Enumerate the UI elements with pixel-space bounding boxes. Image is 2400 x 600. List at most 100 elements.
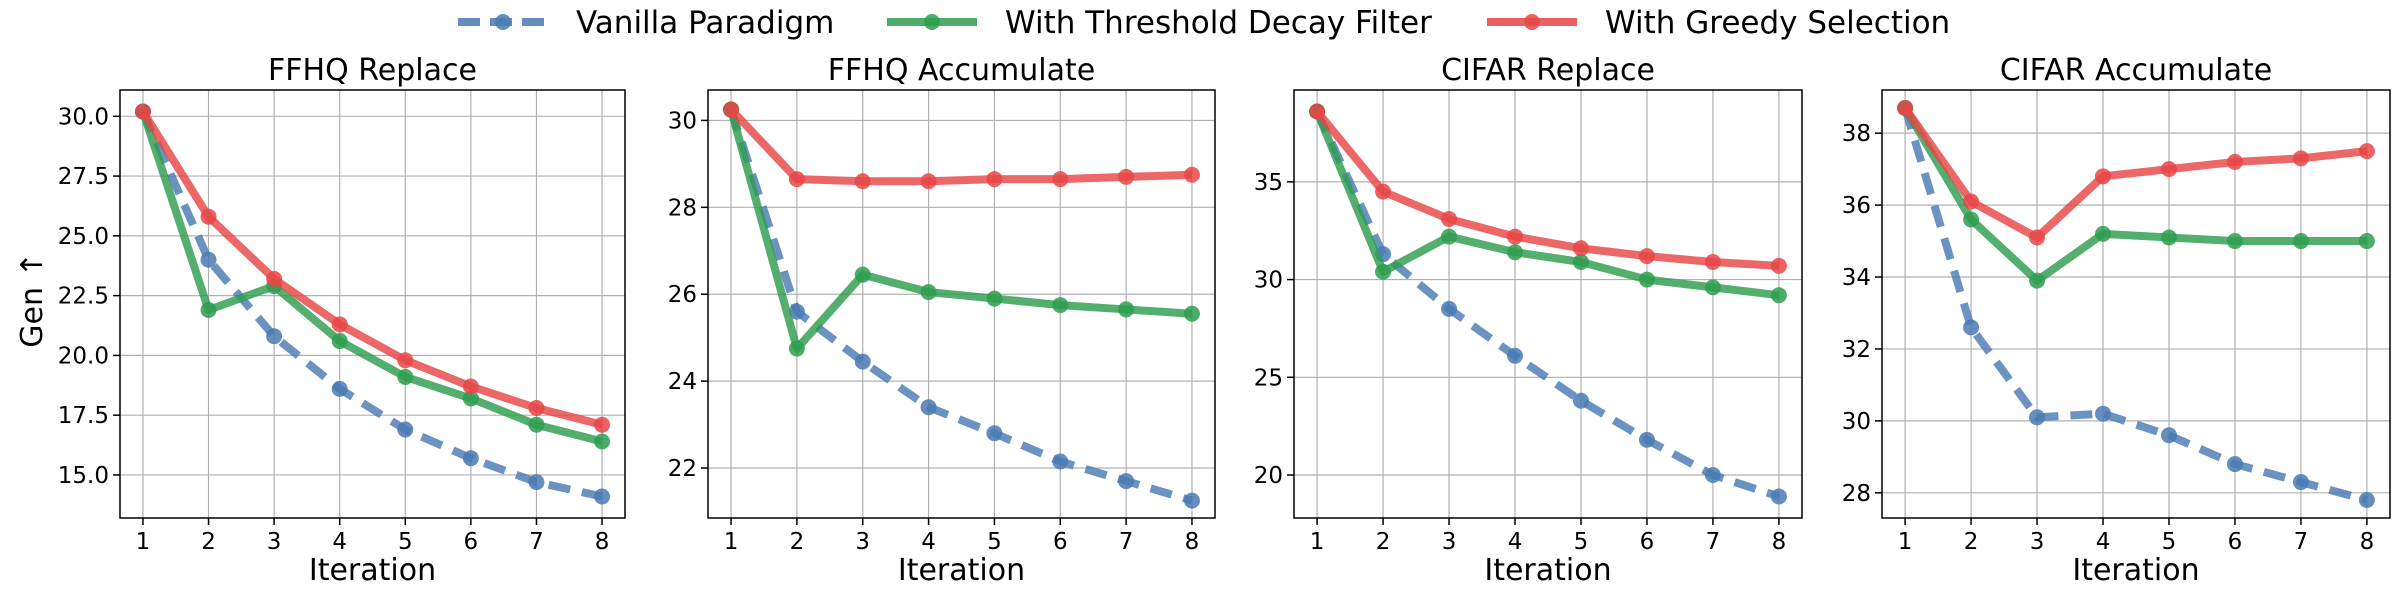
grid [1882,90,2390,518]
series-with-greedy-selection [1309,103,1787,274]
series-line [139,109,603,501]
data-point [1118,473,1135,490]
series-line [1314,108,1780,270]
data-point [397,352,414,369]
x-tick-label: 8 [595,529,610,555]
data-point [1572,253,1589,270]
data-point [788,340,805,357]
data-point [1963,193,1980,210]
x-tick-label: 6 [2228,529,2243,555]
series-vanilla-paradigm [1309,103,1787,505]
chart-panels: 1 2 3 4 5 6 7 815.017.520.022.525.027.530.0FFHQ… [58,53,2391,588]
data-point [2029,272,2046,289]
data-point [462,390,479,407]
data-point [1441,228,1458,245]
x-tick-label: 8 [1772,529,1787,555]
x-tick-label: 7 [1706,529,1721,555]
y-tick-label: 24 [668,369,697,395]
data-point [1183,166,1200,183]
data-point [331,380,348,397]
data-point [986,425,1003,442]
data-point [2226,456,2243,473]
panel-title: CIFAR Accumulate [2000,53,2272,88]
data-point [200,251,217,268]
data-point [462,450,479,467]
data-point [788,303,805,320]
data-point [594,416,611,433]
x-tick-label: 6 [1053,529,1068,555]
chart-panel-ffhq-replace: 1 2 3 4 5 6 7 8 15.0 17.5 20.0 22.5 25.0 27.5 30.0 FFHQ… [58,53,626,588]
y-tick-label: 25.0 [58,224,109,250]
data-point [854,173,871,190]
series-line [1901,105,2367,285]
series-with-greedy-selection [723,101,1200,190]
y-tick-label: 35 [1254,170,1283,196]
data-point [1638,271,1655,288]
x-tick-label: 1 [1310,529,1325,555]
data-point [331,316,348,333]
data-point [2358,233,2375,250]
x-tick-label: 4 [332,529,347,555]
data-point [2095,405,2112,422]
data-point [528,400,545,417]
data-point [920,173,937,190]
x-tick-label: 2 [201,529,216,555]
data-point [920,399,937,416]
data-point [1963,319,1980,336]
grid [1294,90,1802,518]
y-tick-label: 28 [1842,481,1871,507]
series-with-greedy-selection [1897,99,2375,246]
data-point [2226,233,2243,250]
x-tick-label: 3 [267,529,282,555]
data-point [1572,392,1589,409]
data-point [1770,488,1787,505]
data-point [1704,253,1721,270]
data-point [331,333,348,350]
data-point [1052,171,1069,188]
x-tick-label: 4 [2096,529,2111,555]
data-point [1052,297,1069,314]
data-point [1375,183,1392,200]
legend-marker [1524,14,1540,30]
data-point [2160,229,2177,246]
data-point [986,290,1003,307]
x-tick-label: 6 [1640,529,1655,555]
y-tick-label: 25 [1254,365,1283,391]
plot-frame [1293,89,1803,519]
data-point [2292,150,2309,167]
x-axis-label: Iteration [309,553,436,588]
data-point [1507,228,1524,245]
data-point [788,171,805,188]
x-tick-label: 1 [1898,529,1913,555]
data-point [1704,467,1721,484]
x-tick-label: 5 [398,529,413,555]
x-tick-label: 1 [724,529,739,555]
y-tick-label: 26 [668,282,697,308]
x-tick-label: 7 [1119,529,1134,555]
y-tick-label: 36 [1842,193,1871,219]
data-point [594,433,611,450]
x-axis-label: Iteration [898,553,1025,588]
y-tick-label: 38 [1842,121,1871,147]
y-tick-label: 20 [1254,463,1283,489]
data-point [1638,431,1655,448]
x-tick-label: 7 [529,529,544,555]
data-point [2095,168,2112,185]
data-point [1375,263,1392,280]
y-tick-label: 28 [668,195,697,221]
data-point [2358,143,2375,160]
series-line [1313,109,1780,300]
data-point [1770,257,1787,274]
data-point [2358,492,2375,509]
data-point [462,378,479,395]
series-with-threshold-decay-filter [723,101,1200,357]
data-point [1118,301,1135,318]
x-tick-label: 8 [2360,529,2375,555]
x-tick-label: 5 [2162,529,2177,555]
x-tick-label: 5 [1574,529,1589,555]
y-tick-label: 27.5 [58,164,109,190]
x-tick-label: 8 [1185,529,1200,555]
grid [120,90,625,518]
